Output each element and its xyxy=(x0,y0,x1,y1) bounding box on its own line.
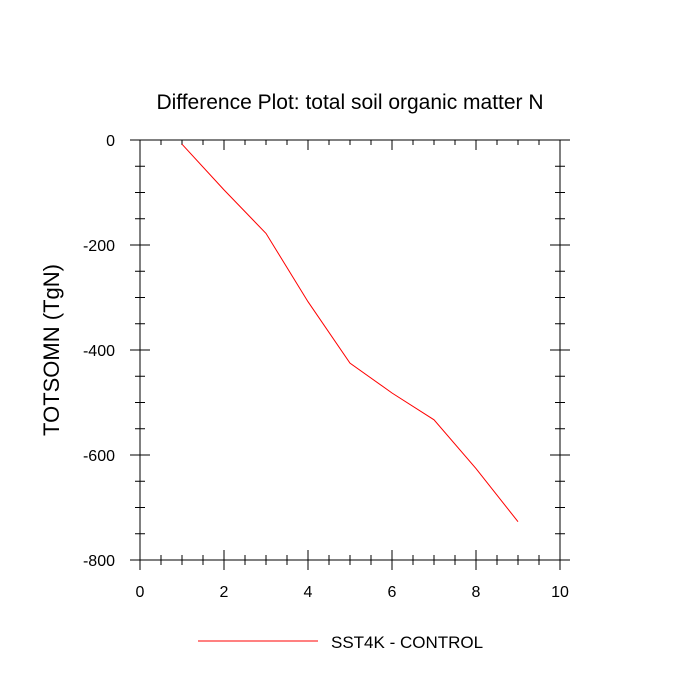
x-tick-label: 6 xyxy=(388,584,397,601)
y-tick-label: -400 xyxy=(83,343,115,360)
x-tick-label: 10 xyxy=(551,584,569,601)
legend: SST4K - CONTROL xyxy=(198,633,483,652)
axis-tick-labels: 0 2 4 6 8 10 0 -200 -400 -600 -800 xyxy=(83,133,569,601)
x-tick-label: 0 xyxy=(136,584,145,601)
y-tick-label: -200 xyxy=(83,238,115,255)
y-axis-label: TOTSOMN (TgN) xyxy=(39,264,64,436)
y-tick-label: -600 xyxy=(83,448,115,465)
x-tick-label: 8 xyxy=(472,584,481,601)
chart-title: Difference Plot: total soil organic matt… xyxy=(156,91,543,114)
x-tick-label: 4 xyxy=(304,584,313,601)
legend-label: SST4K - CONTROL xyxy=(331,633,483,652)
data-series xyxy=(181,143,519,523)
series-line xyxy=(181,143,519,523)
y-tick-label: -800 xyxy=(83,553,115,570)
axis-ticks xyxy=(130,139,570,570)
y-tick-label: 0 xyxy=(106,133,115,150)
plot-area-frame xyxy=(139,139,561,561)
x-tick-label: 2 xyxy=(220,584,229,601)
